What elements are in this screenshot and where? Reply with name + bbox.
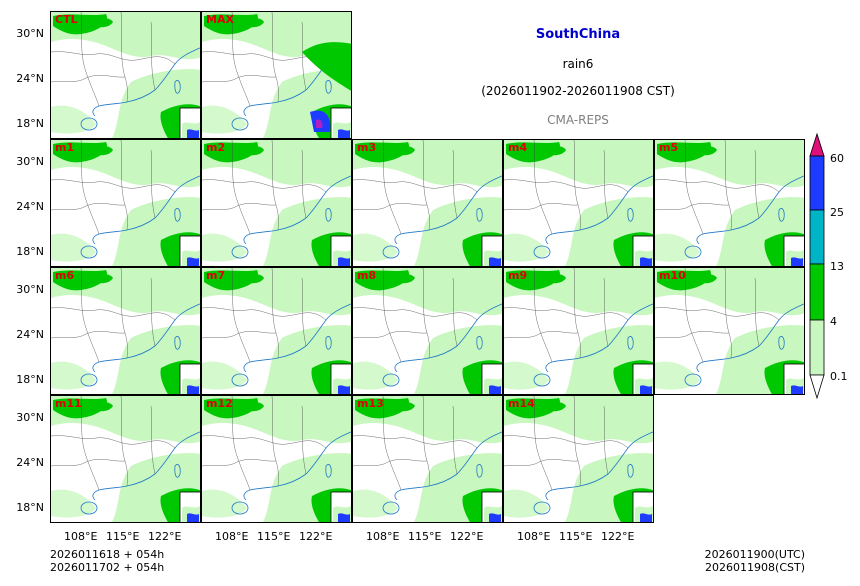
panel-label: CTL	[55, 13, 78, 26]
lat-tick: 18°N	[16, 117, 44, 130]
panel-label: m9	[508, 269, 528, 282]
colorbar-bin-0.1-4	[809, 319, 825, 376]
rain-map	[51, 140, 200, 266]
valid-utc: 2026011900(UTC)	[704, 548, 805, 561]
lon-tick: 115°E	[559, 530, 593, 543]
rain-map	[655, 268, 804, 394]
panel-label: MAX	[206, 13, 234, 26]
model-title: CMA-REPS	[547, 113, 609, 127]
period-title: (2026011902-2026011908 CST)	[481, 84, 675, 98]
colorbar-label: 60	[830, 152, 844, 165]
rain-map	[51, 396, 200, 522]
panel-label: m7	[206, 269, 226, 282]
map-panel-m10: m10	[654, 267, 805, 395]
init-utc: 2026011618 + 054h	[50, 548, 165, 561]
colorbar-bin-13-25	[809, 209, 825, 265]
map-panel-m6: m6	[50, 267, 201, 395]
map-panel-max: MAX	[201, 11, 352, 139]
map-panel-m8: m8	[352, 267, 503, 395]
map-panel-m2: m2	[201, 139, 352, 267]
rain-map	[504, 396, 653, 522]
colorbar-bin-25-60	[809, 155, 825, 211]
lon-tick: 122°E	[601, 530, 635, 543]
rain-map	[202, 140, 351, 266]
map-panel-m4: m4	[503, 139, 654, 267]
colorbar-extend-min	[809, 374, 825, 400]
lon-tick: 108°E	[517, 530, 551, 543]
colorbar	[809, 132, 825, 400]
region-title: SouthChina	[535, 27, 621, 42]
lon-tick: 108°E	[366, 530, 400, 543]
rain-map	[202, 396, 351, 522]
lon-tick: 122°E	[299, 530, 333, 543]
map-panel-m13: m13	[352, 395, 503, 523]
panel-label: m13	[357, 397, 384, 410]
lon-tick: 115°E	[106, 530, 140, 543]
lat-tick: 18°N	[16, 245, 44, 258]
rain-map	[202, 12, 351, 138]
lat-tick: 30°N	[16, 155, 44, 168]
panel-label: m12	[206, 397, 233, 410]
colorbar-label: 25	[830, 206, 844, 219]
lat-tick: 18°N	[16, 501, 44, 514]
init-time-block: 2026011618 + 054h 2026011702 + 054h	[50, 548, 164, 574]
rain-map	[353, 396, 502, 522]
lat-tick: 18°N	[16, 373, 44, 386]
rain-map	[504, 268, 653, 394]
valid-time-block: 2026011900(UTC) 2026011908(CST)	[693, 548, 805, 574]
lat-tick: 24°N	[16, 456, 44, 469]
panel-label: m3	[357, 141, 377, 154]
lon-tick: 122°E	[148, 530, 182, 543]
lat-tick: 24°N	[16, 200, 44, 213]
variable-title: rain6	[562, 57, 594, 71]
panel-label: m10	[659, 269, 686, 282]
map-panel-m3: m3	[352, 139, 503, 267]
panel-label: m6	[55, 269, 75, 282]
colorbar-bin-4-13	[809, 263, 825, 321]
lat-tick: 24°N	[16, 328, 44, 341]
rain-map	[51, 268, 200, 394]
map-panel-m1: m1	[50, 139, 201, 267]
map-panel-m11: m11	[50, 395, 201, 523]
lon-tick: 108°E	[215, 530, 249, 543]
lon-tick: 122°E	[450, 530, 484, 543]
panel-label: m11	[55, 397, 82, 410]
panel-label: m5	[659, 141, 679, 154]
map-panel-m12: m12	[201, 395, 352, 523]
rain-map	[202, 268, 351, 394]
rain-map	[353, 268, 502, 394]
panel-label: m8	[357, 269, 377, 282]
panel-label: m1	[55, 141, 75, 154]
panel-label: m14	[508, 397, 535, 410]
valid-cst: 2026011908(CST)	[705, 561, 805, 574]
lat-tick: 30°N	[16, 411, 44, 424]
panel-label: m4	[508, 141, 528, 154]
map-panel-m5: m5	[654, 139, 805, 267]
colorbar-extend-max	[809, 132, 825, 157]
map-panel-ctl: CTL	[50, 11, 201, 139]
rain-map	[51, 12, 200, 138]
colorbar-label: 4	[830, 315, 837, 328]
panel-label: m2	[206, 141, 226, 154]
map-panel-m14: m14	[503, 395, 654, 523]
lon-tick: 108°E	[64, 530, 98, 543]
lat-tick: 30°N	[16, 283, 44, 296]
rain-map	[655, 140, 804, 266]
lat-tick: 30°N	[16, 27, 44, 40]
lat-tick: 24°N	[16, 72, 44, 85]
rain-map	[504, 140, 653, 266]
lon-tick: 115°E	[257, 530, 291, 543]
lon-tick: 115°E	[408, 530, 442, 543]
map-panel-m7: m7	[201, 267, 352, 395]
init-cst: 2026011702 + 054h	[50, 561, 165, 574]
rain-map	[353, 140, 502, 266]
colorbar-label: 0.1	[830, 370, 848, 383]
colorbar-label: 13	[830, 260, 844, 273]
map-panel-m9: m9	[503, 267, 654, 395]
